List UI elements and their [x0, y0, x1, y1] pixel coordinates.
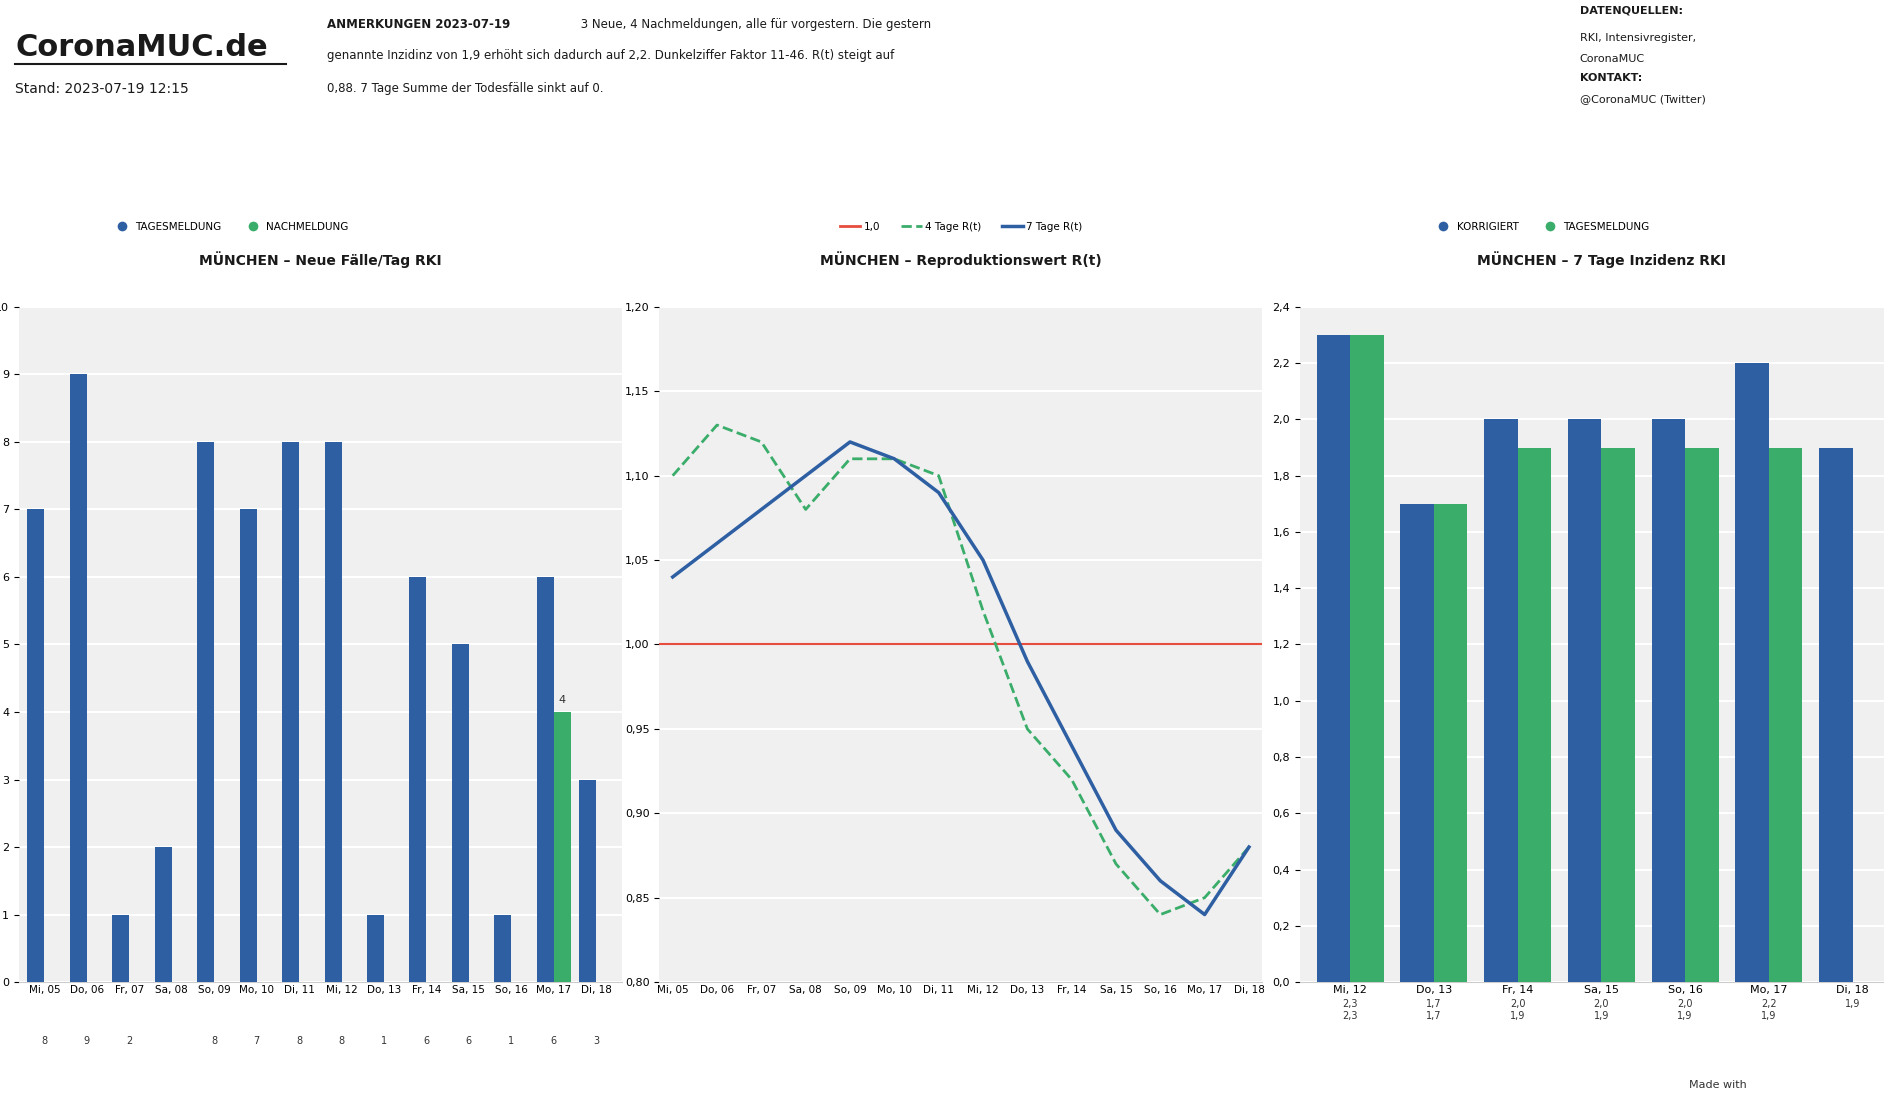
- Text: 1: 1: [509, 1036, 514, 1046]
- Bar: [452, 644, 469, 982]
- Bar: [1652, 420, 1684, 982]
- Text: INZIDENZ RKI: INZIDENZ RKI: [1688, 134, 1767, 144]
- Text: 6: 6: [465, 1036, 471, 1046]
- Text: 0,88. 7 Tage Summe der Todesfälle sinkt auf 0.: 0,88. 7 Tage Summe der Todesfälle sinkt …: [326, 83, 603, 95]
- Text: 8: 8: [41, 1036, 47, 1046]
- Text: Täglich: Täglich: [1081, 237, 1117, 247]
- Legend: KORRIGIERT, TAGESMELDUNG: KORRIGIERT, TAGESMELDUNG: [1428, 218, 1654, 235]
- Text: 2,2
1,9: 2,2 1,9: [1762, 999, 1777, 1020]
- Text: 2,3
2,3: 2,3 2,3: [1343, 999, 1358, 1020]
- Bar: [1684, 448, 1718, 982]
- Bar: [283, 442, 300, 982]
- Text: ⬆ Share: ⬆ Share: [53, 1080, 98, 1090]
- Bar: [1601, 448, 1635, 982]
- Bar: [198, 442, 215, 982]
- Text: 4: 4: [560, 695, 565, 705]
- Text: KONTAKT:: KONTAKT:: [1579, 73, 1643, 83]
- Text: 1: 1: [381, 1036, 386, 1046]
- Text: * RKI Zahlen zu Inzidenz, Fallzahlen, Nachmeldungen und Todesfällen: Dienstag bi: * RKI Zahlen zu Inzidenz, Fallzahlen, Na…: [490, 1066, 1394, 1080]
- Text: 6: 6: [424, 1036, 430, 1046]
- Text: Quelle: CoronaMUC: Quelle: CoronaMUC: [1362, 211, 1464, 221]
- Text: Di–Sa.*: Di–Sa.*: [452, 237, 490, 247]
- Bar: [1434, 503, 1468, 982]
- Bar: [578, 779, 595, 982]
- Title: MÜNCHEN – Neue Fälle/Tag RKI: MÜNCHEN – Neue Fälle/Tag RKI: [200, 251, 441, 268]
- Bar: [1400, 503, 1434, 982]
- Text: IFR/KH basiert: IFR/KH basiert: [1063, 211, 1136, 221]
- Bar: [154, 847, 171, 982]
- Text: 11–46: 11–46: [1049, 164, 1149, 193]
- Bar: [409, 577, 426, 982]
- Text: Di–Sa.*: Di–Sa.*: [138, 237, 175, 247]
- Bar: [1351, 335, 1383, 982]
- Text: infogram: infogram: [1784, 1080, 1843, 1090]
- Text: Täglich: Täglich: [1394, 237, 1432, 247]
- Text: INTENSIVBETTENBELEGUNG: INTENSIVBETTENBELEGUNG: [703, 134, 867, 144]
- Bar: [1317, 335, 1351, 982]
- Text: 2,0
1,9: 2,0 1,9: [1509, 999, 1526, 1020]
- Text: ANMERKUNGEN 2023-07-19: ANMERKUNGEN 2023-07-19: [326, 18, 511, 30]
- Bar: [1567, 420, 1601, 982]
- Text: Täglich: Täglich: [767, 237, 803, 247]
- Bar: [239, 509, 256, 982]
- Bar: [1820, 448, 1852, 982]
- Bar: [1485, 420, 1519, 982]
- Title: MÜNCHEN – 7 Tage Inzidenz RKI: MÜNCHEN – 7 Tage Inzidenz RKI: [1477, 251, 1726, 268]
- Text: Gesamt: 2.648: Gesamt: 2.648: [431, 211, 511, 221]
- Text: 2,0
1,9: 2,0 1,9: [1594, 999, 1609, 1020]
- Text: Stand: 2023-07-19 12:15: Stand: 2023-07-19 12:15: [15, 83, 188, 96]
- Text: 2,0
1,9: 2,0 1,9: [1677, 999, 1694, 1020]
- Text: 3      +/-0: 3 +/-0: [722, 164, 850, 189]
- Bar: [1735, 363, 1769, 982]
- Text: 2: 2: [126, 1036, 132, 1046]
- Bar: [113, 915, 130, 982]
- Text: CoronaMUC.de: CoronaMUC.de: [15, 32, 268, 61]
- Bar: [494, 915, 511, 982]
- Text: +7: +7: [134, 164, 181, 193]
- Bar: [367, 915, 384, 982]
- Text: 7: 7: [254, 1036, 260, 1046]
- Text: genannte Inzidinz von 1,9 erhöht sich dadurch auf 2,2. Dunkelziffer Faktor 11-46: genannte Inzidinz von 1,9 erhöht sich da…: [326, 49, 893, 62]
- Text: REPRODUKTIONSWERT: REPRODUKTIONSWERT: [1345, 134, 1481, 144]
- Title: MÜNCHEN – Reproduktionswert R(t): MÜNCHEN – Reproduktionswert R(t): [820, 251, 1102, 268]
- Text: 8: 8: [296, 1036, 301, 1046]
- Bar: [554, 712, 571, 982]
- Text: 6: 6: [550, 1036, 558, 1046]
- Bar: [28, 509, 45, 982]
- Text: 3: 3: [593, 1036, 599, 1046]
- Bar: [1519, 448, 1551, 982]
- Text: 3 Neue, 4 Nachmeldungen, alle für vorgestern. Die gestern: 3 Neue, 4 Nachmeldungen, alle für vorges…: [577, 18, 931, 30]
- Text: RKI, Intensivregister,: RKI, Intensivregister,: [1579, 32, 1696, 42]
- Text: MÜNCHEN    VERÄNDERUNG: MÜNCHEN VERÄNDERUNG: [712, 211, 859, 221]
- Text: 9: 9: [83, 1036, 90, 1046]
- Text: Di–Sa.*: Di–Sa.*: [1709, 211, 1746, 221]
- Legend: 1,0, 4 Tage R(t), 7 Tage R(t): 1,0, 4 Tage R(t), 7 Tage R(t): [835, 218, 1087, 235]
- Bar: [1769, 448, 1803, 982]
- Bar: [537, 577, 554, 982]
- Text: 1,9: 1,9: [1699, 164, 1754, 193]
- Text: 8: 8: [339, 1036, 345, 1046]
- Text: 8: 8: [211, 1036, 217, 1046]
- Bar: [70, 374, 87, 982]
- Text: Gesamt: 721.757: Gesamt: 721.757: [111, 211, 202, 221]
- Text: 0,88 ▲: 0,88 ▲: [1358, 164, 1468, 193]
- Bar: [324, 442, 341, 982]
- Text: DATENQUELLEN:: DATENQUELLEN:: [1579, 6, 1682, 16]
- Text: DUNKELZIFFER FAKTOR: DUNKELZIFFER FAKTOR: [1031, 134, 1168, 144]
- Text: 1,9: 1,9: [1844, 999, 1860, 1009]
- Text: Made with: Made with: [1690, 1080, 1746, 1090]
- Text: BESTÄTIGTE FÄLLE: BESTÄTIGTE FÄLLE: [104, 134, 211, 144]
- Text: +0: +0: [448, 164, 494, 193]
- Text: TODESFÄLLE: TODESFÄLLE: [433, 134, 509, 144]
- Text: CoronaMUC: CoronaMUC: [1579, 54, 1645, 64]
- Text: 1,7
1,7: 1,7 1,7: [1426, 999, 1441, 1020]
- Legend: TAGESMELDUNG, NACHMELDUNG: TAGESMELDUNG, NACHMELDUNG: [107, 218, 352, 235]
- Text: @CoronaMUC (Twitter): @CoronaMUC (Twitter): [1579, 94, 1705, 104]
